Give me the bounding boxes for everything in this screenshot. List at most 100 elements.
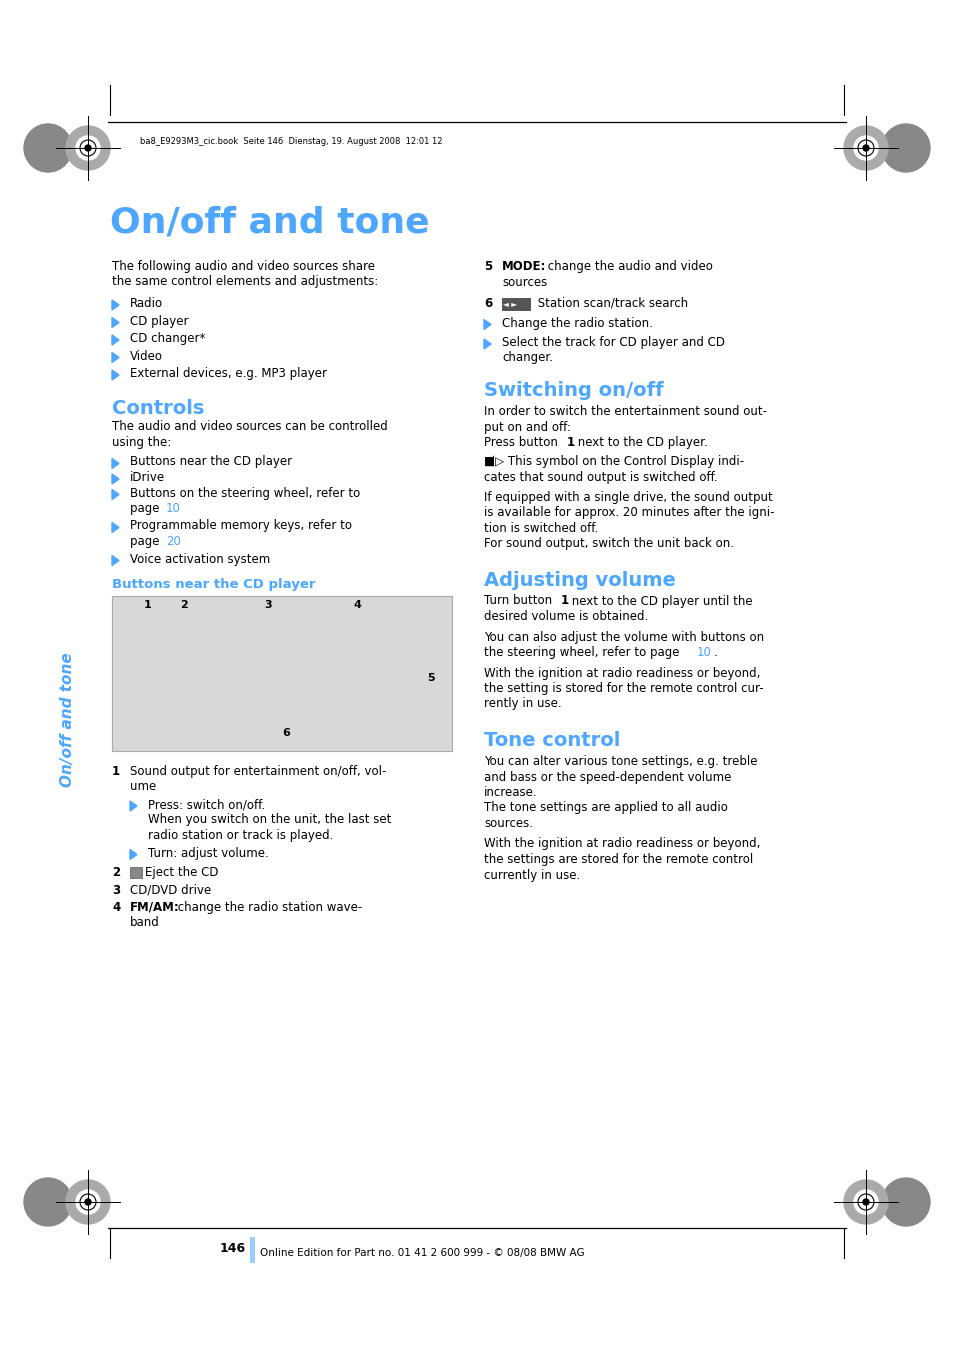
- Circle shape: [843, 1180, 887, 1224]
- Polygon shape: [112, 317, 119, 328]
- Text: using the:: using the:: [112, 436, 172, 450]
- Text: Online Edition for Part no. 01 41 2 600 999 - © 08/08 BMW AG: Online Edition for Part no. 01 41 2 600 …: [260, 1247, 584, 1258]
- Polygon shape: [112, 522, 119, 532]
- Polygon shape: [112, 555, 119, 566]
- Text: If equipped with a single drive, the sound output: If equipped with a single drive, the sou…: [483, 490, 772, 504]
- Polygon shape: [112, 300, 119, 310]
- Polygon shape: [112, 335, 119, 346]
- Text: the settings are stored for the remote control: the settings are stored for the remote c…: [483, 853, 753, 865]
- Circle shape: [85, 1199, 91, 1206]
- Text: Programmable memory keys, refer to: Programmable memory keys, refer to: [130, 520, 352, 532]
- Text: 1: 1: [566, 436, 575, 450]
- Text: Change the radio station.: Change the radio station.: [501, 316, 652, 329]
- Circle shape: [843, 126, 887, 170]
- Text: CD/DVD drive: CD/DVD drive: [130, 883, 211, 896]
- Text: desired volume is obtained.: desired volume is obtained.: [483, 610, 648, 622]
- Polygon shape: [112, 490, 119, 500]
- Text: ■̸▷ This symbol on the Control Display indi-: ■̸▷ This symbol on the Control Display i…: [483, 455, 743, 468]
- Text: cates that sound output is switched off.: cates that sound output is switched off.: [483, 471, 717, 485]
- FancyBboxPatch shape: [501, 298, 530, 311]
- Text: The audio and video sources can be controlled: The audio and video sources can be contr…: [112, 420, 387, 433]
- Text: With the ignition at radio readiness or beyond,: With the ignition at radio readiness or …: [483, 667, 760, 679]
- Text: With the ignition at radio readiness or beyond,: With the ignition at radio readiness or …: [483, 837, 760, 850]
- Text: FM/AM:: FM/AM:: [130, 900, 179, 914]
- Text: Turn button: Turn button: [483, 594, 556, 608]
- Text: Tone control: Tone control: [483, 730, 619, 751]
- Circle shape: [76, 1189, 100, 1214]
- Text: CD player: CD player: [130, 315, 189, 328]
- Polygon shape: [112, 474, 119, 485]
- Text: 10: 10: [697, 647, 711, 659]
- Text: You can alter various tone settings, e.g. treble: You can alter various tone settings, e.g…: [483, 755, 757, 768]
- Text: Station scan/track search: Station scan/track search: [534, 297, 687, 310]
- Text: Adjusting volume: Adjusting volume: [483, 571, 675, 590]
- Text: You can also adjust the volume with buttons on: You can also adjust the volume with butt…: [483, 630, 763, 644]
- Polygon shape: [483, 320, 491, 329]
- Polygon shape: [112, 459, 119, 468]
- Text: 5: 5: [483, 261, 492, 273]
- Text: Press: switch on/off.: Press: switch on/off.: [148, 798, 265, 811]
- Text: the same control elements and adjustments:: the same control elements and adjustment…: [112, 275, 377, 289]
- Polygon shape: [112, 370, 119, 379]
- Text: 3: 3: [264, 599, 272, 610]
- FancyBboxPatch shape: [250, 1237, 254, 1264]
- Text: 6: 6: [483, 297, 492, 310]
- Text: 4: 4: [112, 900, 120, 914]
- Text: Voice activation system: Voice activation system: [130, 552, 270, 566]
- Text: the setting is stored for the remote control cur-: the setting is stored for the remote con…: [483, 682, 762, 695]
- Text: and bass or the speed-dependent volume: and bass or the speed-dependent volume: [483, 771, 731, 783]
- Text: On/off and tone: On/off and tone: [60, 652, 75, 787]
- Polygon shape: [112, 352, 119, 363]
- Text: Video: Video: [130, 350, 163, 363]
- Text: ume: ume: [130, 780, 156, 794]
- Text: 3: 3: [112, 883, 120, 896]
- Text: changer.: changer.: [501, 351, 553, 364]
- Text: External devices, e.g. MP3 player: External devices, e.g. MP3 player: [130, 367, 327, 379]
- Text: rently in use.: rently in use.: [483, 698, 561, 710]
- FancyBboxPatch shape: [112, 595, 452, 751]
- Text: is available for approx. 20 minutes after the igni-: is available for approx. 20 minutes afte…: [483, 506, 774, 518]
- Text: sources: sources: [501, 275, 547, 289]
- Text: next to the CD player until the: next to the CD player until the: [567, 594, 752, 608]
- Text: 4: 4: [354, 599, 361, 610]
- Text: 1: 1: [144, 599, 152, 610]
- Text: Select the track for CD player and CD: Select the track for CD player and CD: [501, 336, 724, 350]
- Text: 5: 5: [427, 674, 435, 683]
- Text: change the audio and video: change the audio and video: [543, 261, 712, 273]
- Text: The tone settings are applied to all audio: The tone settings are applied to all aud…: [483, 802, 727, 814]
- Text: change the radio station wave-: change the radio station wave-: [173, 900, 362, 914]
- Text: For sound output, switch the unit back on.: For sound output, switch the unit back o…: [483, 537, 733, 549]
- Circle shape: [882, 124, 929, 171]
- Text: next to the CD player.: next to the CD player.: [574, 436, 707, 450]
- Circle shape: [66, 126, 110, 170]
- Text: In order to switch the entertainment sound out-: In order to switch the entertainment sou…: [483, 405, 766, 418]
- Text: Eject the CD: Eject the CD: [145, 865, 218, 879]
- Circle shape: [76, 136, 100, 161]
- Text: Controls: Controls: [112, 398, 204, 417]
- Text: 1: 1: [560, 594, 569, 608]
- Text: Buttons near the CD player: Buttons near the CD player: [112, 578, 315, 591]
- Circle shape: [853, 136, 877, 161]
- Circle shape: [66, 1180, 110, 1224]
- Polygon shape: [130, 801, 137, 811]
- Text: 20: 20: [166, 535, 181, 548]
- Text: MODE:: MODE:: [501, 261, 546, 273]
- Circle shape: [882, 1179, 929, 1226]
- Text: ◄ ►: ◄ ►: [502, 300, 517, 309]
- Polygon shape: [483, 339, 491, 350]
- Text: Sound output for entertainment on/off, vol-: Sound output for entertainment on/off, v…: [130, 765, 386, 778]
- Text: Buttons near the CD player: Buttons near the CD player: [130, 455, 292, 468]
- Circle shape: [862, 1199, 868, 1206]
- Circle shape: [862, 144, 868, 151]
- Text: Press button: Press button: [483, 436, 561, 450]
- Text: page: page: [130, 502, 163, 514]
- Text: 2: 2: [180, 599, 188, 610]
- Text: When you switch on the unit, the last set: When you switch on the unit, the last se…: [148, 814, 391, 826]
- Text: CD changer*: CD changer*: [130, 332, 205, 346]
- Text: The following audio and video sources share: The following audio and video sources sh…: [112, 261, 375, 273]
- Circle shape: [853, 1189, 877, 1214]
- Text: ba8_E9293M3_cic.book  Seite 146  Dienstag, 19. August 2008  12:01 12: ba8_E9293M3_cic.book Seite 146 Dienstag,…: [140, 136, 442, 146]
- Text: 6: 6: [282, 728, 290, 738]
- Text: put on and off:: put on and off:: [483, 420, 570, 433]
- Circle shape: [85, 144, 91, 151]
